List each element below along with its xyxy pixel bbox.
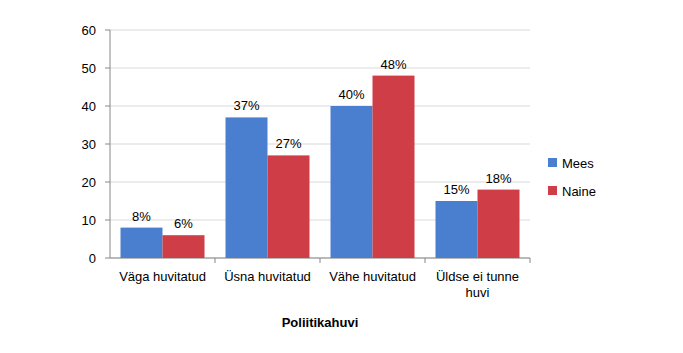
bar (163, 235, 205, 258)
x-tick-label: Üsna huvitatud (224, 269, 311, 284)
chart-container: 0 10 20 30 40 50 60 8% 6% Väga huvitatud 37% 27% Üsn… (0, 0, 683, 353)
y-tick (105, 106, 110, 107)
y-tick-label: 10 (82, 213, 96, 228)
x-tick (320, 258, 321, 263)
chart-svg: 0 10 20 30 40 50 60 8% 6% Väga huvitatud 37% 27% Üsn… (0, 0, 683, 353)
x-tick-label: Vähe huvitatud (329, 269, 416, 284)
y-tick (105, 258, 110, 259)
y-tick (105, 144, 110, 145)
x-tick-label-line: Üldse ei tunne (436, 269, 519, 284)
y-axis (110, 30, 111, 258)
x-axis-title: Poliitikahuvi (282, 315, 359, 330)
x-tick (530, 258, 531, 263)
data-label: 6% (174, 216, 193, 231)
bar (478, 190, 520, 258)
bars (121, 76, 520, 258)
grid-line (110, 106, 530, 107)
grid-line (110, 68, 530, 69)
y-tick-label: 40 (82, 99, 96, 114)
bar (331, 106, 373, 258)
grid-line (110, 30, 530, 31)
x-tick-label-line: Väga huvitatud (119, 269, 206, 284)
legend-swatch (548, 158, 557, 167)
y-tick-label: 0 (89, 251, 96, 266)
y-tick-label: 60 (82, 23, 96, 38)
legend-label: Mees (562, 156, 594, 171)
data-label: 27% (275, 136, 301, 151)
data-label: 15% (443, 182, 469, 197)
x-tick (215, 258, 216, 263)
y-tick (105, 68, 110, 69)
bar (268, 155, 310, 258)
data-label: 8% (132, 209, 151, 224)
x-tick-label: Üldse ei tunnehuvi (436, 269, 519, 300)
y-tick-label: 20 (82, 175, 96, 190)
bar (121, 228, 163, 258)
y-tick-label: 50 (82, 61, 96, 76)
data-label: 18% (485, 171, 511, 186)
data-label: 48% (380, 57, 406, 72)
y-tick (105, 30, 110, 31)
x-tick-label: Väga huvitatud (119, 269, 206, 284)
bar (226, 117, 268, 258)
data-label: 40% (338, 87, 364, 102)
x-tick (425, 258, 426, 263)
x-tick-label-line: Vähe huvitatud (329, 269, 416, 284)
legend-swatch (548, 186, 557, 195)
x-tick-label-line: huvi (466, 285, 490, 300)
y-tick (105, 182, 110, 183)
y-tick (105, 220, 110, 221)
bar (373, 76, 415, 258)
grid-line (110, 144, 530, 145)
y-tick-label: 30 (82, 137, 96, 152)
x-tick-label-line: Üsna huvitatud (224, 269, 311, 284)
legend-label: Naine (562, 184, 596, 199)
bar (436, 201, 478, 258)
data-label: 37% (233, 98, 259, 113)
